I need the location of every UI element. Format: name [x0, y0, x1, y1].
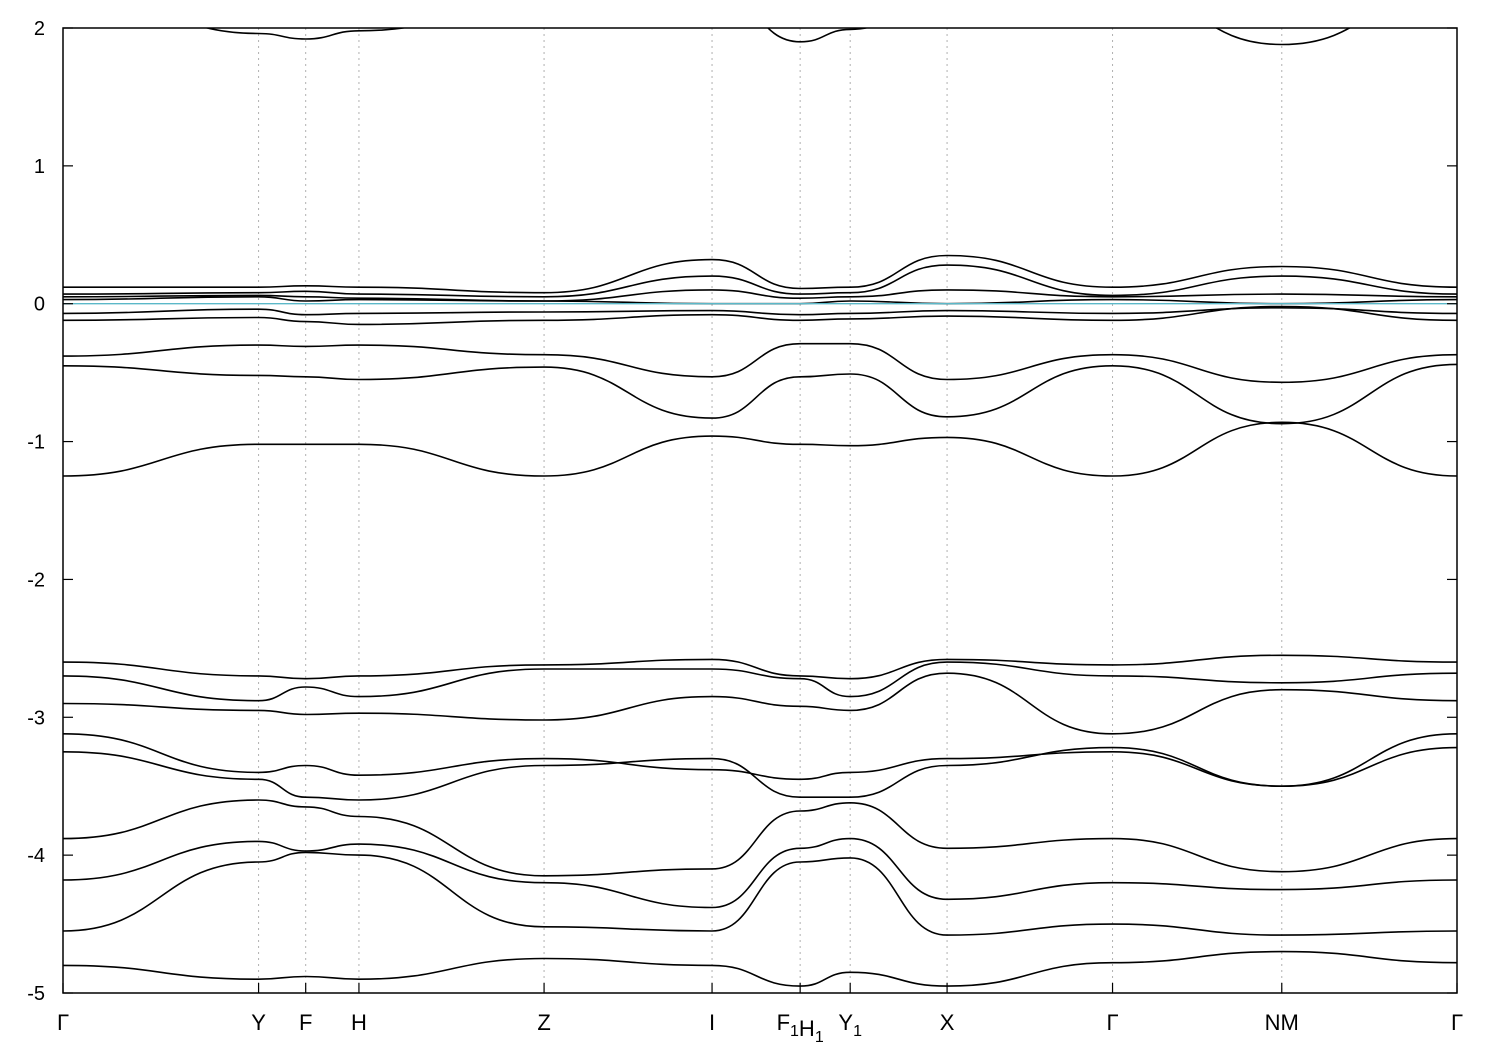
x-tick-label: H [351, 1010, 367, 1035]
plot-frame [62, 27, 1458, 994]
band-line [63, 950, 1457, 987]
x-tick-label-main: Y [251, 1010, 266, 1035]
y-axis: 2 1 0 -1 -2 -3 -4 -5 [27, 18, 1457, 1005]
x-tick-label-main: I [709, 1010, 715, 1035]
band-line [63, 746, 1457, 801]
band-line [63, 306, 1457, 316]
y-tick-label: -5 [27, 983, 45, 1005]
x-tick-label-main: Γ [57, 1010, 69, 1035]
x-tick-label-main: N [1265, 1010, 1281, 1035]
band-line [63, 421, 1457, 477]
band-line [63, 289, 1457, 302]
y-tick-label: -4 [27, 845, 45, 867]
x-tick-label: X [940, 1010, 955, 1035]
x-tick-label-main: H [351, 1010, 367, 1035]
x-tick-label-main: Γ [1106, 1010, 1118, 1035]
band-line [63, 661, 1457, 702]
band-line [63, 342, 1457, 384]
x-tick-label: Γ [1451, 1010, 1463, 1035]
x-tick-label-sub: 1 [853, 1023, 862, 1040]
band-lines [63, 28, 1457, 987]
x-tick-label-main: F [299, 1010, 312, 1035]
x-tick-label: Y1 [838, 1010, 862, 1040]
x-tick-label-main: F [777, 1010, 790, 1035]
x-tick-label: Z [537, 1010, 550, 1035]
band-line [63, 654, 1457, 680]
y-tick-label: -3 [27, 707, 45, 729]
vertical-grid-lines [258, 28, 1283, 993]
x-tick-label-sub: 1 [815, 1029, 824, 1046]
x-tick-label: Γ [1106, 1010, 1118, 1035]
band-line [63, 799, 1457, 877]
x-tick-label: Γ [57, 1010, 69, 1035]
y-tick-label: -2 [27, 569, 45, 591]
y-tick-label: 0 [34, 294, 45, 316]
band-line [63, 733, 1457, 788]
band-line [204, 28, 1351, 46]
band-line [63, 851, 1457, 936]
x-tick-label-main: X [940, 1010, 955, 1035]
x-tick-label-main: Γ [1451, 1010, 1463, 1035]
x-tick-label-main: M [1281, 1010, 1299, 1035]
y-tick-label: -1 [27, 432, 45, 454]
x-tick-label-main: Y [838, 1010, 853, 1035]
band-line [63, 837, 1457, 909]
band-line [63, 264, 1457, 298]
x-tick-label-main: Z [537, 1010, 550, 1035]
y-tick-label: 1 [34, 156, 45, 178]
band-line [63, 295, 1457, 305]
x-tick-label: Y [251, 1010, 266, 1035]
x-tick-label-sub: 1 [790, 1023, 799, 1040]
x-tick-label: F [299, 1010, 312, 1035]
band-line [63, 305, 1457, 326]
band-line [63, 672, 1457, 735]
x-tick-label: NM [1265, 1010, 1299, 1035]
band-line [63, 254, 1457, 294]
x-tick-label: F1H1 [777, 1010, 824, 1046]
x-tick-label-main: H [799, 1016, 815, 1041]
y-tick-label: 2 [34, 18, 45, 40]
band-line [63, 363, 1457, 425]
x-tick-label: I [709, 1010, 715, 1035]
